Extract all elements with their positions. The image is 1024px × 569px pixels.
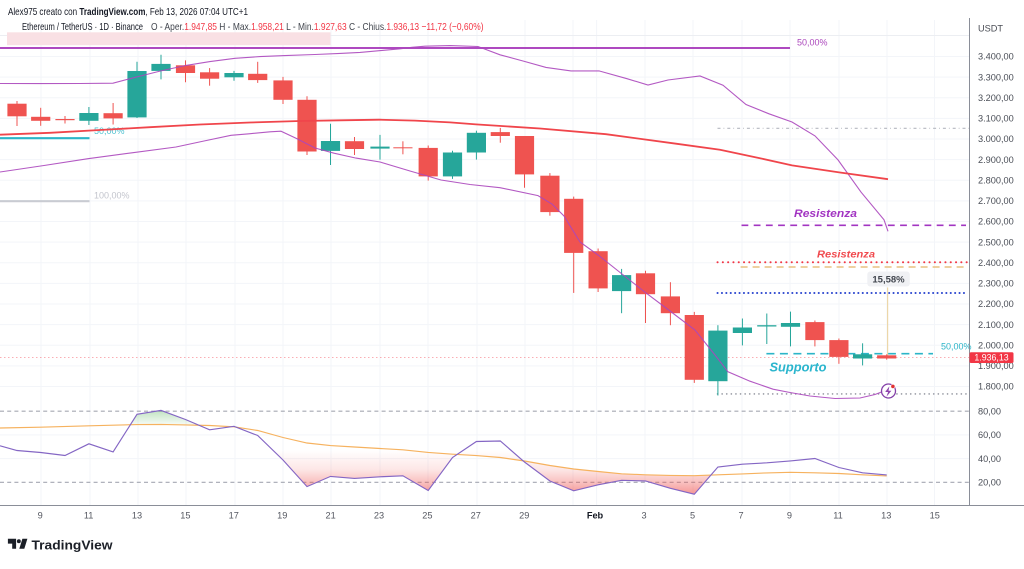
svg-text:15: 15 [930,511,940,521]
svg-text:1.900,00: 1.900,00 [978,361,1014,371]
svg-text:19: 19 [277,511,287,521]
svg-text:13: 13 [881,511,891,521]
svg-text:7: 7 [738,511,743,521]
svg-text:3.300,00: 3.300,00 [978,72,1014,82]
svg-text:2.900,00: 2.900,00 [978,155,1014,165]
svg-text:O - Aper.1.947,85 H - Max.1.9: O - Aper.1.947,85 H - Max.1.958,21 L - M… [151,22,484,33]
svg-text:2.100,00: 2.100,00 [978,320,1014,330]
svg-text:9: 9 [787,511,792,521]
svg-text:Supporto: Supporto [770,360,827,375]
svg-text:9: 9 [38,511,43,521]
svg-text:Alex975 creato con TradingView: Alex975 creato con TradingView.com, Feb … [8,7,248,18]
svg-text:2.600,00: 2.600,00 [978,217,1014,227]
svg-text:50,00%: 50,00% [797,38,828,48]
svg-text:TradingView: TradingView [32,538,114,553]
svg-text:5: 5 [690,511,695,521]
svg-text:29: 29 [519,511,529,521]
svg-text:3.100,00: 3.100,00 [978,114,1014,124]
svg-text:11: 11 [833,511,843,521]
svg-text:3.400,00: 3.400,00 [978,52,1014,62]
svg-text:Feb: Feb [587,511,604,521]
svg-text:15,58%: 15,58% [872,275,905,286]
svg-text:1.936,13: 1.936,13 [974,352,1008,362]
svg-text:Resistenza: Resistenza [794,208,857,220]
svg-text:50,00%: 50,00% [94,126,125,136]
svg-text:27: 27 [471,511,481,521]
svg-text:17: 17 [229,511,239,521]
svg-text:Ethereum / TetherUS · 1D · Bin: Ethereum / TetherUS · 1D · Binance [22,22,143,33]
svg-text:3.000,00: 3.000,00 [978,134,1014,144]
svg-text:USDT: USDT [978,24,1003,34]
svg-text:2.300,00: 2.300,00 [978,279,1014,289]
svg-text:2.200,00: 2.200,00 [978,299,1014,309]
svg-text:13: 13 [132,511,142,521]
svg-text:21: 21 [325,511,335,521]
svg-text:1.800,00: 1.800,00 [978,382,1014,392]
svg-text:60,00: 60,00 [978,430,1001,440]
svg-text:80,00: 80,00 [978,406,1001,416]
svg-text:100,00%: 100,00% [94,190,130,200]
svg-text:3: 3 [641,511,646,521]
svg-text:3.200,00: 3.200,00 [978,93,1014,103]
svg-text:23: 23 [374,511,384,521]
svg-text:20,00: 20,00 [978,478,1001,488]
svg-text:11: 11 [84,511,94,521]
svg-text:15: 15 [180,511,190,521]
svg-text:2.400,00: 2.400,00 [978,258,1014,268]
svg-text:Resistenza: Resistenza [817,249,875,261]
svg-text:2.700,00: 2.700,00 [978,196,1014,206]
svg-text:2.800,00: 2.800,00 [978,175,1014,185]
svg-text:50,00%: 50,00% [941,342,972,352]
svg-text:25: 25 [422,511,432,521]
svg-text:2.500,00: 2.500,00 [978,237,1014,247]
svg-text:40,00: 40,00 [978,454,1001,464]
svg-text:2.000,00: 2.000,00 [978,340,1014,350]
